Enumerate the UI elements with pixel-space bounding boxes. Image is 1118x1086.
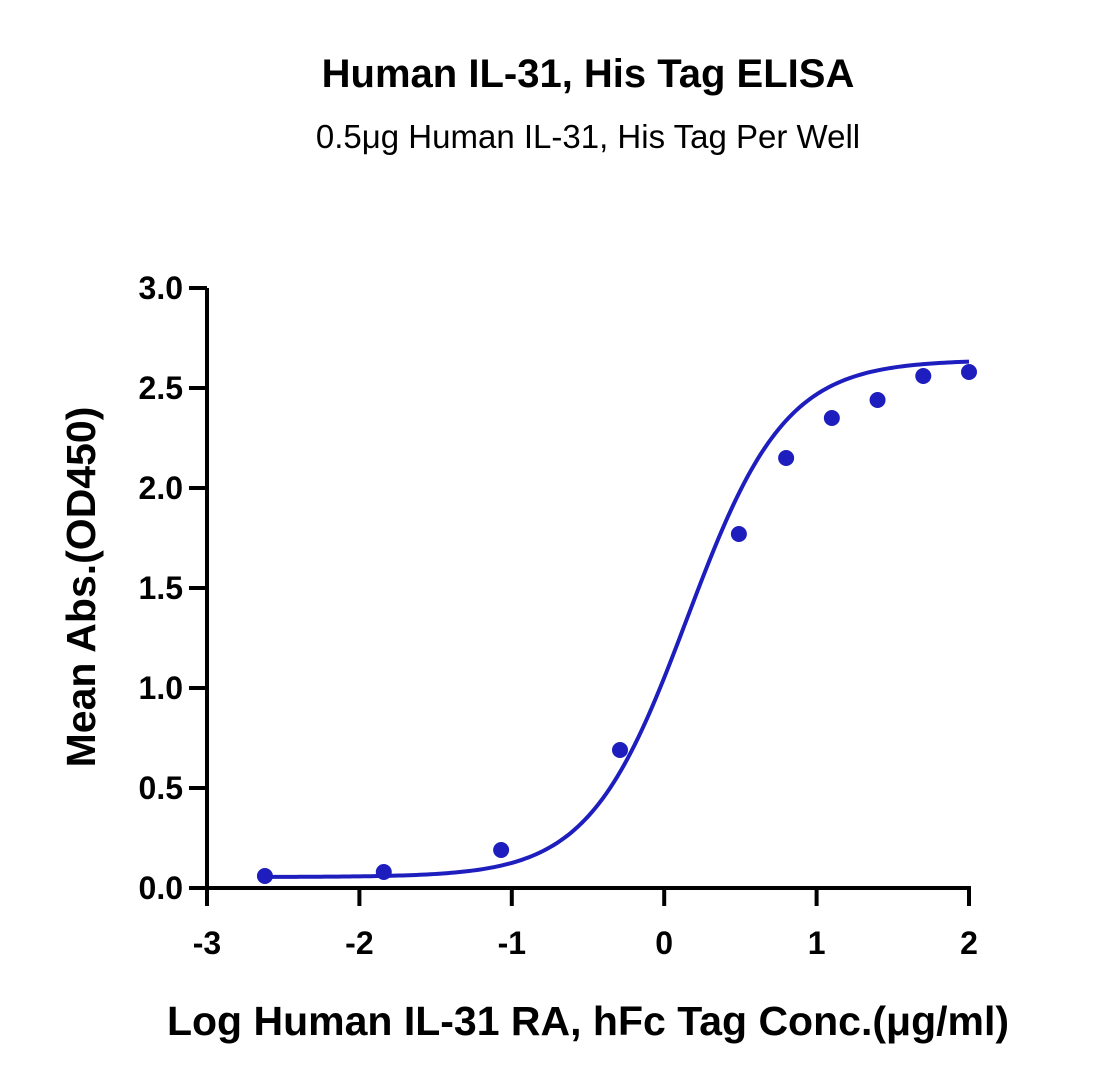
data-point (612, 742, 629, 758)
y-tick-label: 0.5 (139, 770, 183, 806)
chart-subtitle: 0.5μg Human IL-31, His Tag Per Well (315, 118, 861, 155)
x-tick-label: -1 (498, 925, 526, 961)
data-point (730, 526, 747, 542)
x-tick-label: 2 (960, 925, 978, 961)
chart-title: Human IL-31, His Tag ELISA (321, 52, 855, 96)
y-tick-label: 1.5 (139, 570, 183, 606)
fit-curve (264, 359, 970, 879)
x-tick-label: 0 (655, 925, 673, 961)
y-tick-label: 2.0 (139, 470, 183, 506)
y-tick-label: 0.0 (139, 870, 183, 906)
fit-layer (264, 359, 970, 879)
axes: 0.0 0.5 1.0 1.5 2.0 2.5 3.0 -3 -2 -1 0 1 2 (139, 270, 978, 961)
data-point (493, 842, 510, 858)
data-point (823, 410, 840, 426)
y-tick-label: 2.5 (139, 370, 183, 406)
data-point (961, 364, 977, 380)
data-point (375, 864, 392, 880)
y-tick-label: 3.0 (139, 270, 183, 306)
y-axis-title: Mean Abs.(OD450) (58, 407, 104, 768)
x-tick-label: -2 (345, 925, 373, 961)
x-axis-title: Log Human IL-31 RA, hFc Tag Conc.(μg/ml) (167, 998, 1009, 1044)
x-tick-label: -3 (193, 925, 221, 961)
y-tick-label: 1.0 (139, 670, 183, 706)
points-layer (256, 364, 977, 884)
data-point (778, 450, 795, 466)
x-tick-label: 1 (808, 925, 826, 961)
data-point (869, 392, 886, 408)
data-point (256, 868, 273, 884)
data-point (915, 368, 932, 384)
